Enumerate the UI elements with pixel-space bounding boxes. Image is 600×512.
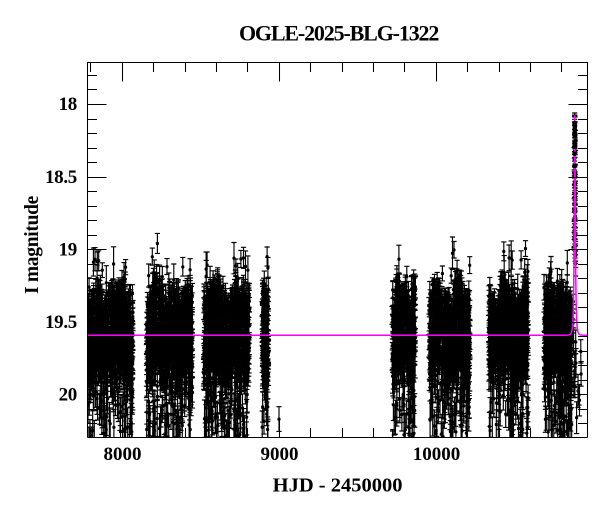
- svg-text:19: 19: [59, 239, 77, 260]
- svg-text:18: 18: [59, 94, 77, 115]
- svg-text:8000: 8000: [104, 444, 142, 465]
- svg-text:I magnitude: I magnitude: [22, 195, 43, 294]
- svg-text:10000: 10000: [413, 444, 461, 465]
- svg-text:20: 20: [59, 385, 77, 406]
- svg-text:19.5: 19.5: [45, 312, 77, 333]
- svg-text:18.5: 18.5: [45, 167, 77, 188]
- svg-text:9000: 9000: [261, 444, 299, 465]
- svg-text:OGLE-2025-BLG-1322: OGLE-2025-BLG-1322: [239, 21, 439, 46]
- svg-text:HJD - 2450000: HJD - 2450000: [273, 474, 403, 496]
